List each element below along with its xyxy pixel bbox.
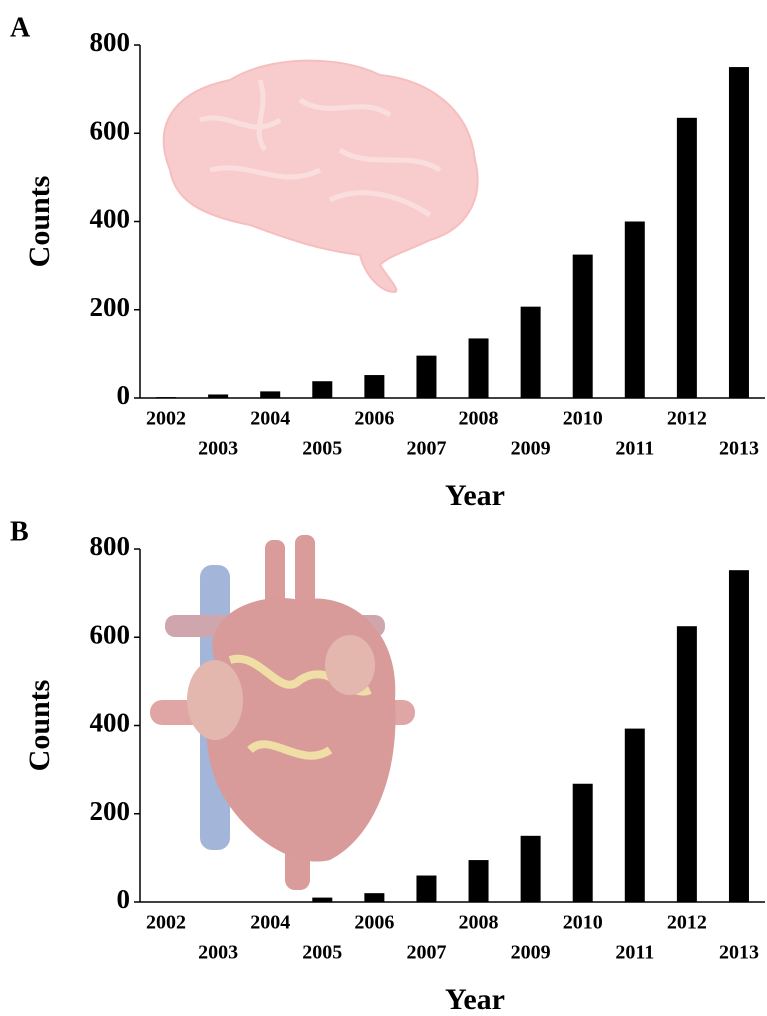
panel-label: B bbox=[10, 516, 29, 547]
bar bbox=[729, 570, 749, 902]
x-tick-label: 2009 bbox=[511, 942, 551, 964]
x-tick-label: 2013 bbox=[719, 438, 759, 460]
y-tick-label: 200 bbox=[90, 292, 131, 322]
x-tick-label: 2004 bbox=[250, 408, 290, 430]
x-tick-label: 2003 bbox=[198, 438, 238, 460]
x-tick-label: 2003 bbox=[198, 942, 238, 964]
bar bbox=[573, 255, 593, 398]
bar bbox=[208, 394, 228, 398]
x-tick-label: 2006 bbox=[354, 408, 394, 430]
figure: A Counts Year 0 200 400 600 800 2002 2003 2004 2005… bbox=[0, 0, 767, 1016]
y-axis-title: Counts bbox=[23, 680, 56, 772]
x-tick-label: 2011 bbox=[615, 942, 654, 964]
panel-label: A bbox=[10, 12, 31, 43]
x-tick-label: 2012 bbox=[667, 408, 707, 430]
y-tick-label: 600 bbox=[90, 115, 131, 145]
x-axis-title: Year bbox=[445, 983, 505, 1016]
x-tick-label: 2007 bbox=[406, 942, 446, 964]
bar bbox=[364, 893, 384, 902]
heart-illustration bbox=[150, 535, 415, 890]
bar bbox=[625, 729, 645, 902]
x-tick-label: 2010 bbox=[563, 912, 603, 934]
x-tick-label: 2002 bbox=[146, 408, 186, 430]
x-tick-label: 2009 bbox=[511, 438, 551, 460]
brain-illustration bbox=[164, 61, 478, 292]
x-tick-label: 2006 bbox=[354, 912, 394, 934]
x-tick-label: 2010 bbox=[563, 408, 603, 430]
x-tick-label: 2005 bbox=[302, 942, 342, 964]
x-tick-label: 2004 bbox=[250, 912, 290, 934]
x-tick-label: 2012 bbox=[667, 912, 707, 934]
bar bbox=[469, 338, 489, 398]
x-tick-label: 2002 bbox=[146, 912, 186, 934]
y-tick-label: 400 bbox=[90, 204, 131, 234]
bar bbox=[521, 307, 541, 398]
bar bbox=[469, 860, 489, 902]
x-axis-title: Year bbox=[445, 479, 505, 512]
bar bbox=[364, 375, 384, 398]
bar bbox=[677, 626, 697, 902]
x-tick-label: 2008 bbox=[459, 408, 499, 430]
x-tick-label: 2008 bbox=[459, 912, 499, 934]
y-tick-label: 800 bbox=[90, 531, 131, 561]
bar bbox=[260, 391, 280, 398]
y-tick-label: 600 bbox=[90, 619, 131, 649]
y-tick-label: 0 bbox=[117, 884, 131, 914]
y-tick-label: 400 bbox=[90, 708, 131, 738]
y-tick-label: 0 bbox=[117, 380, 131, 410]
x-tick-label: 2011 bbox=[615, 438, 654, 460]
bar bbox=[625, 222, 645, 399]
x-tick-label: 2013 bbox=[719, 942, 759, 964]
y-tick-label: 800 bbox=[90, 27, 131, 57]
bar bbox=[573, 784, 593, 902]
bar bbox=[416, 356, 436, 398]
bar bbox=[416, 876, 436, 902]
bar bbox=[729, 67, 749, 398]
x-tick-label: 2005 bbox=[302, 438, 342, 460]
bar bbox=[156, 397, 176, 398]
bar bbox=[312, 381, 332, 398]
y-tick-label: 200 bbox=[90, 796, 131, 826]
bar bbox=[521, 836, 541, 902]
bar bbox=[677, 118, 697, 398]
bar bbox=[312, 898, 332, 902]
x-tick-label: 2007 bbox=[406, 438, 446, 460]
y-axis-title: Counts bbox=[23, 176, 56, 268]
